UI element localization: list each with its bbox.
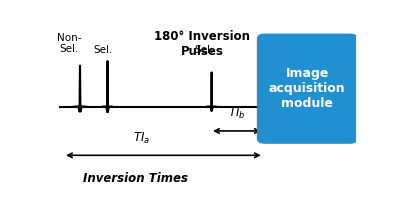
- Text: Inversion Times: Inversion Times: [83, 172, 188, 185]
- Text: $TI_a$: $TI_a$: [133, 131, 150, 146]
- Text: Sel.: Sel.: [93, 45, 113, 55]
- Text: $TI_b$: $TI_b$: [228, 106, 245, 121]
- Text: Image
acquisition
module: Image acquisition module: [269, 67, 346, 110]
- FancyBboxPatch shape: [258, 34, 357, 143]
- Text: Sel.: Sel.: [194, 45, 214, 55]
- Text: 180° Inversion
Pulses: 180° Inversion Pulses: [154, 30, 250, 58]
- Text: Non-
Sel.: Non- Sel.: [57, 33, 81, 54]
